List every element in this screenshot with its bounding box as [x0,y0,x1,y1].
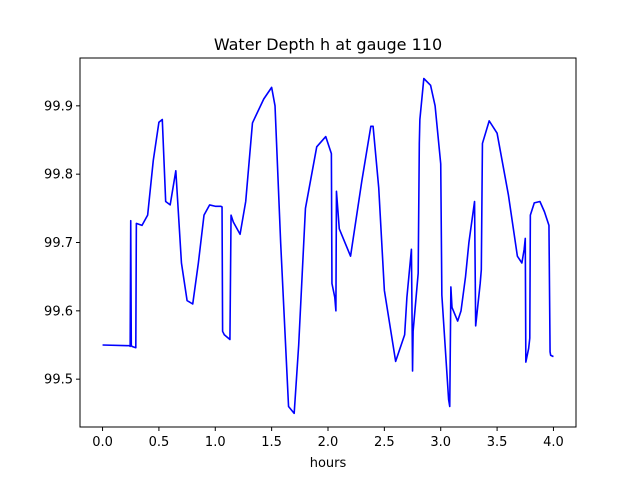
x-tick-label: 2.5 [374,435,395,450]
y-tick-label: 99.8 [44,168,73,183]
y-tick-label: 99.9 [44,99,73,114]
x-tick-label: 3.5 [487,435,508,450]
x-axis-ticks: 0.0 0.5 1.0 1.5 2.0 2.5 3.0 3.5 4.0 [92,427,564,450]
y-tick-label: 99.5 [44,373,73,388]
x-tick-label: 2.0 [318,435,339,450]
x-tick-label: 0.0 [92,435,113,450]
x-tick-label: 1.5 [261,435,282,450]
x-tick-label: 3.0 [430,435,451,450]
x-tick-label: 4.0 [543,435,564,450]
x-axis-label: hours [310,456,347,471]
y-tick-label: 99.7 [44,236,73,251]
plot-frame [79,57,577,428]
x-tick-label: 0.5 [149,435,170,450]
water-depth-series-line [102,77,554,415]
y-axis-ticks: 99.5 99.6 99.7 99.8 99.9 [44,99,80,388]
plot-area [102,77,554,415]
x-tick-label: 1.0 [205,435,226,450]
chart-title: Water Depth h at gauge 110 [214,35,442,54]
y-tick-label: 99.6 [44,304,73,319]
